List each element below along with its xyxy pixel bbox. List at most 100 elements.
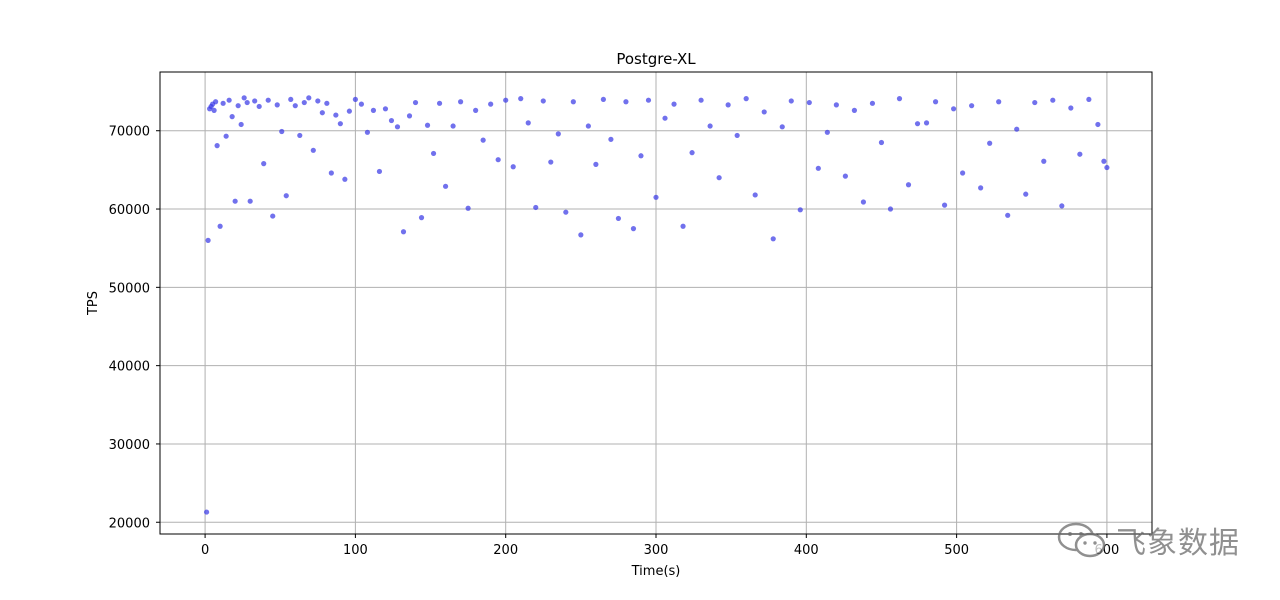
- data-point: [223, 133, 229, 139]
- data-point: [406, 113, 413, 119]
- data-point: [400, 229, 407, 235]
- data-point: [743, 96, 749, 102]
- data-point: [806, 99, 812, 106]
- data-point: [600, 96, 606, 103]
- data-point: [220, 100, 226, 106]
- x-tick-label: 200: [493, 543, 518, 558]
- data-point: [1005, 212, 1011, 218]
- data-point: [436, 100, 443, 106]
- y-tick-label: 70000: [109, 125, 150, 140]
- data-point: [716, 175, 722, 181]
- data-point: [578, 232, 584, 238]
- data-point: [283, 193, 289, 199]
- data-point: [288, 96, 294, 103]
- data-point: [951, 106, 957, 112]
- data-point: [540, 98, 546, 104]
- data-point: [1023, 191, 1029, 197]
- data-point: [788, 98, 794, 104]
- data-point: [364, 129, 371, 135]
- data-point: [630, 226, 637, 232]
- data-point: [707, 123, 713, 129]
- data-point: [878, 139, 885, 146]
- data-point: [241, 95, 247, 101]
- data-point: [352, 96, 358, 103]
- x-tick-label: 600: [1094, 543, 1119, 558]
- data-point: [503, 97, 509, 103]
- data-point: [424, 122, 431, 128]
- data-points: [203, 95, 1110, 515]
- y-tick-label: 30000: [109, 438, 150, 453]
- data-point: [217, 223, 223, 229]
- data-point: [585, 123, 591, 129]
- data-point: [465, 205, 471, 211]
- chart-title: Postgre-XL: [616, 50, 696, 68]
- data-point: [518, 96, 524, 102]
- data-point: [301, 99, 307, 106]
- axis-ticks: 0 100 200 300 400 500 600 20000 30000 40000 50000 6…: [109, 125, 1120, 558]
- data-point: [689, 150, 695, 156]
- data-point: [914, 121, 921, 127]
- data-point: [969, 103, 975, 109]
- data-point: [623, 99, 629, 105]
- data-point: [1086, 96, 1092, 103]
- data-point: [887, 206, 894, 212]
- data-point: [770, 236, 776, 242]
- data-point: [1104, 164, 1110, 171]
- data-point: [205, 237, 211, 243]
- data-point: [779, 124, 785, 130]
- data-point: [1032, 99, 1038, 106]
- data-point: [593, 161, 599, 167]
- data-point: [860, 199, 867, 205]
- data-point: [279, 128, 285, 135]
- data-point: [235, 103, 241, 109]
- data-point: [960, 170, 966, 176]
- data-point: [842, 173, 848, 179]
- data-point: [319, 110, 325, 116]
- data-point: [662, 115, 668, 121]
- data-point: [324, 100, 330, 106]
- data-point: [297, 132, 303, 139]
- data-point: [698, 97, 704, 103]
- y-tick-label: 40000: [109, 360, 150, 375]
- data-point: [370, 107, 377, 113]
- data-point: [570, 99, 576, 105]
- data-point: [525, 120, 531, 126]
- data-point: [680, 223, 686, 229]
- data-point: [274, 102, 280, 108]
- data-point: [645, 97, 652, 103]
- data-point: [226, 97, 232, 103]
- data-point: [256, 103, 262, 110]
- x-tick-label: 400: [794, 543, 819, 558]
- data-point: [987, 140, 993, 146]
- data-point: [905, 182, 912, 188]
- data-point: [1014, 126, 1020, 132]
- data-point: [1077, 151, 1083, 157]
- data-point: [488, 101, 494, 107]
- data-point: [247, 198, 253, 204]
- data-point: [510, 164, 516, 170]
- data-point: [333, 112, 339, 118]
- data-point: [615, 215, 622, 222]
- data-point: [315, 98, 321, 104]
- data-point: [653, 194, 659, 200]
- data-point: [252, 98, 258, 104]
- data-point: [310, 147, 316, 153]
- data-point: [261, 161, 267, 167]
- y-tick-label: 50000: [109, 281, 150, 296]
- data-point: [211, 107, 217, 113]
- y-axis-label: TPS: [86, 291, 101, 316]
- data-point: [833, 102, 839, 108]
- data-point: [761, 109, 767, 115]
- data-point: [978, 185, 984, 191]
- data-point: [851, 107, 858, 113]
- data-point: [450, 123, 456, 129]
- data-point: [238, 121, 244, 128]
- data-point: [797, 207, 803, 213]
- data-point: [533, 204, 539, 211]
- data-point: [394, 124, 401, 130]
- data-point: [734, 132, 740, 139]
- data-point: [932, 99, 939, 105]
- x-axis-label: Time(s): [631, 564, 681, 579]
- data-point: [548, 159, 554, 165]
- data-point: [388, 117, 395, 124]
